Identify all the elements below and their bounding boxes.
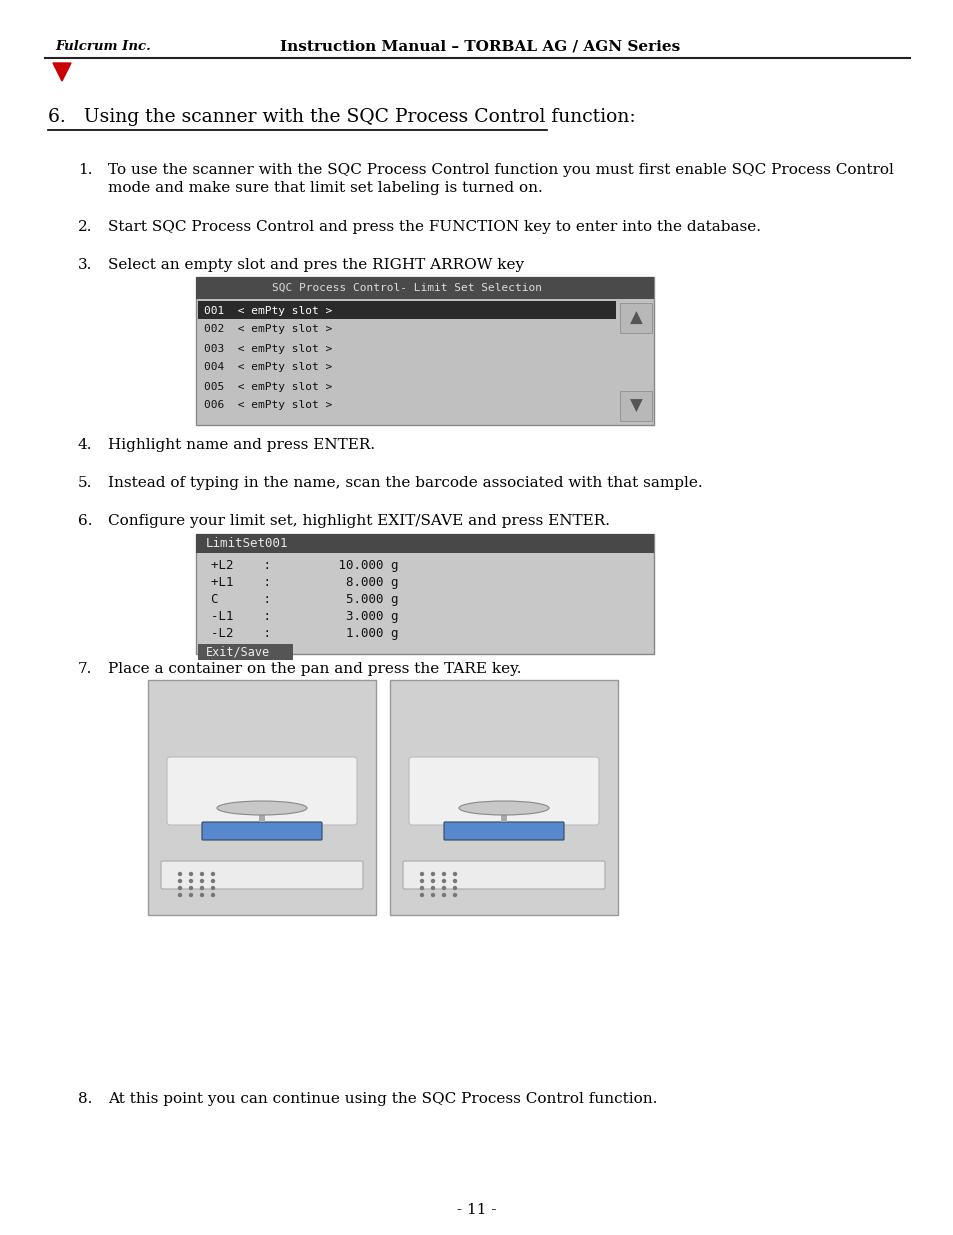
Bar <box>258 808 265 823</box>
Circle shape <box>419 872 424 876</box>
Circle shape <box>419 879 424 883</box>
Text: Highlight name and press ENTER.: Highlight name and press ENTER. <box>108 438 375 452</box>
Text: C      :          5.000 g: C : 5.000 g <box>211 593 398 606</box>
Text: 002  < emPty slot >: 002 < emPty slot > <box>204 325 332 335</box>
Text: 003  < emPty slot >: 003 < emPty slot > <box>204 343 332 353</box>
FancyBboxPatch shape <box>167 757 356 825</box>
Circle shape <box>441 879 446 883</box>
Circle shape <box>189 872 193 876</box>
Circle shape <box>177 893 182 897</box>
Circle shape <box>189 893 193 897</box>
Text: Fulcrum Inc.: Fulcrum Inc. <box>55 40 151 53</box>
Circle shape <box>211 879 215 883</box>
Circle shape <box>211 893 215 897</box>
Text: 8.: 8. <box>78 1092 92 1107</box>
Text: Start SQC Process Control and press the FUNCTION key to enter into the database.: Start SQC Process Control and press the … <box>108 220 760 233</box>
Circle shape <box>431 893 435 897</box>
Text: Instead of typing in the name, scan the barcode associated with that sample.: Instead of typing in the name, scan the … <box>108 475 702 490</box>
Text: Exit/Save: Exit/Save <box>206 646 270 658</box>
Bar <box>195 534 654 655</box>
Text: 6.: 6. <box>78 514 92 529</box>
FancyBboxPatch shape <box>202 823 322 840</box>
Circle shape <box>177 885 182 890</box>
Text: +L2    :         10.000 g: +L2 : 10.000 g <box>211 559 398 572</box>
FancyBboxPatch shape <box>161 861 363 889</box>
Text: 5.: 5. <box>78 475 92 490</box>
Circle shape <box>199 885 204 890</box>
Circle shape <box>431 885 435 890</box>
Text: Instruction Manual – TORBAL AG / AGN Series: Instruction Manual – TORBAL AG / AGN Ser… <box>279 40 679 53</box>
Text: 6.   Using the scanner with the SQC Process Control function:: 6. Using the scanner with the SQC Proces… <box>48 107 635 126</box>
Text: Select an empty slot and pres the RIGHT ARROW key: Select an empty slot and pres the RIGHT … <box>108 258 523 272</box>
Text: LimitSet001: LimitSet001 <box>206 537 288 550</box>
Circle shape <box>419 893 424 897</box>
Circle shape <box>441 872 446 876</box>
Circle shape <box>453 885 456 890</box>
Bar <box>148 680 375 915</box>
Bar <box>195 277 654 425</box>
Text: 7.: 7. <box>78 662 92 676</box>
Circle shape <box>211 885 215 890</box>
FancyBboxPatch shape <box>443 823 563 840</box>
Bar <box>500 808 506 823</box>
FancyBboxPatch shape <box>409 757 598 825</box>
Text: ▼: ▼ <box>629 396 641 415</box>
Text: -L2    :          1.000 g: -L2 : 1.000 g <box>211 627 398 640</box>
Text: 005  < emPty slot >: 005 < emPty slot > <box>204 382 332 391</box>
Bar <box>619 391 651 421</box>
Text: - 11 -: - 11 - <box>456 1203 497 1216</box>
Circle shape <box>189 879 193 883</box>
Circle shape <box>441 893 446 897</box>
Bar <box>195 277 654 299</box>
Circle shape <box>177 879 182 883</box>
Circle shape <box>453 893 456 897</box>
Circle shape <box>211 872 215 876</box>
Text: 2.: 2. <box>78 220 92 233</box>
Text: To use the scanner with the SQC Process Control function you must first enable S: To use the scanner with the SQC Process … <box>108 163 893 177</box>
Text: 3.: 3. <box>78 258 92 272</box>
Bar <box>619 303 651 333</box>
Text: -L1    :          3.000 g: -L1 : 3.000 g <box>211 610 398 622</box>
Circle shape <box>419 885 424 890</box>
Circle shape <box>199 893 204 897</box>
Circle shape <box>431 872 435 876</box>
Text: 004  < emPty slot >: 004 < emPty slot > <box>204 363 332 373</box>
Text: 001  < emPty slot >: 001 < emPty slot > <box>204 305 332 315</box>
Text: 006  < emPty slot >: 006 < emPty slot > <box>204 400 332 410</box>
Text: At this point you can continue using the SQC Process Control function.: At this point you can continue using the… <box>108 1092 657 1107</box>
Text: Place a container on the pan and press the TARE key.: Place a container on the pan and press t… <box>108 662 521 676</box>
Bar <box>390 680 618 915</box>
Bar <box>198 643 293 659</box>
FancyBboxPatch shape <box>402 861 604 889</box>
Polygon shape <box>53 63 71 82</box>
Ellipse shape <box>458 802 548 815</box>
Text: ▲: ▲ <box>629 309 641 327</box>
Circle shape <box>431 879 435 883</box>
Text: SQC Process Control- Limit Set Selection: SQC Process Control- Limit Set Selection <box>272 283 541 293</box>
Text: 1.: 1. <box>78 163 92 177</box>
Text: +L1    :          8.000 g: +L1 : 8.000 g <box>211 576 398 589</box>
Ellipse shape <box>216 802 307 815</box>
Text: 4.: 4. <box>78 438 92 452</box>
Circle shape <box>199 872 204 876</box>
Text: Configure your limit set, highlight EXIT/SAVE and press ENTER.: Configure your limit set, highlight EXIT… <box>108 514 609 529</box>
Bar <box>195 534 654 553</box>
Text: mode and make sure that limit set labeling is turned on.: mode and make sure that limit set labeli… <box>108 182 542 195</box>
Circle shape <box>199 879 204 883</box>
Bar <box>198 301 616 319</box>
Circle shape <box>441 885 446 890</box>
Circle shape <box>453 872 456 876</box>
Circle shape <box>453 879 456 883</box>
Circle shape <box>189 885 193 890</box>
Circle shape <box>177 872 182 876</box>
